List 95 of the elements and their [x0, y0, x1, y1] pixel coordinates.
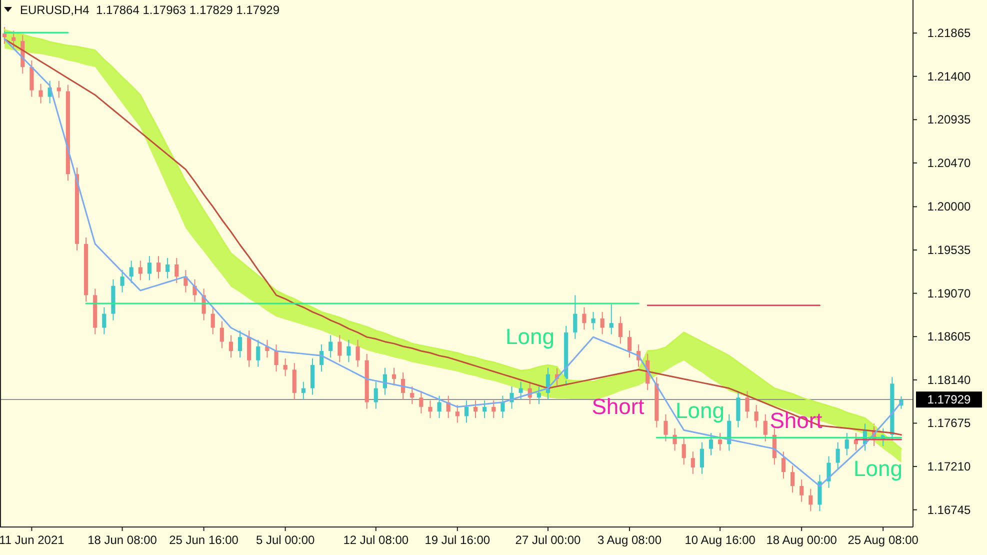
candlestick [12, 30, 16, 48]
candlestick [301, 381, 306, 400]
candlestick [591, 311, 596, 330]
candlestick [138, 260, 142, 281]
candlestick [708, 432, 714, 456]
candlestick [455, 404, 460, 424]
x-tick-label: 3 Aug 08:00 [597, 533, 662, 547]
candlestick [690, 451, 695, 474]
candlestick [156, 256, 161, 279]
candlestick [129, 260, 134, 284]
y-tick-label: 1.19535 [927, 243, 972, 257]
candlestick [328, 334, 333, 358]
y-tick-label: 1.17675 [927, 416, 972, 430]
x-tick-label: 18 Aug 00:00 [766, 533, 838, 547]
y-tick-label: 1.21865 [927, 26, 972, 40]
candlestick [338, 334, 342, 363]
candlestick [392, 367, 396, 386]
candlestick [428, 400, 432, 419]
candlestick [228, 334, 234, 358]
candlestick [120, 270, 124, 293]
candlestick [664, 414, 668, 442]
candlestick [256, 339, 260, 368]
candlestick [790, 465, 795, 494]
candlestick [800, 479, 804, 502]
candlestick [210, 306, 215, 335]
candlestick [147, 256, 152, 281]
candlestick [627, 330, 632, 358]
candlestick [374, 381, 378, 410]
y-tick-label: 1.18140 [927, 372, 972, 387]
candlestick [682, 437, 686, 466]
y-tick-label: 1.16745 [927, 502, 972, 517]
candlestick [473, 400, 478, 419]
candlestick [464, 400, 468, 424]
candlestick [536, 386, 541, 405]
y-tick-label: 1.19070 [927, 286, 972, 300]
candlestick [600, 311, 604, 335]
candlestick [718, 432, 722, 452]
candlestick [700, 442, 704, 474]
x-tick-label: 5 Jul 00:00 [256, 533, 315, 547]
candlestick [38, 83, 43, 104]
candlestick [247, 330, 252, 368]
y-tick-label: 1.18605 [927, 330, 972, 344]
annotation: Long [854, 456, 902, 481]
x-tick-label: 19 Jul 16:00 [424, 533, 490, 547]
y-tick-label: 1.21400 [927, 69, 972, 84]
candlestick [844, 432, 849, 456]
candlestick [410, 386, 414, 405]
x-tick-label: 25 Aug 08:00 [848, 533, 919, 547]
candlestick [573, 294, 578, 340]
x-tick-label: 18 Jun 08:00 [88, 533, 158, 547]
candlestick [30, 60, 34, 98]
x-tick-label: 10 Aug 16:00 [684, 533, 756, 547]
candlestick [754, 404, 758, 428]
y-tick-label: 1.20000 [927, 200, 972, 214]
candlestick [166, 257, 170, 279]
candlestick [808, 488, 813, 512]
ref-line-label: 1.17929 [927, 392, 972, 407]
chart-title: EURUSD,H4 1.17864 1.17963 1.17829 1.17929 [20, 3, 280, 17]
candlestick [356, 339, 360, 368]
candlestick [482, 400, 487, 419]
annotation: Short [592, 394, 644, 419]
y-tick-label: 1.20470 [927, 156, 972, 170]
candlestick [102, 306, 106, 335]
candlestick [419, 390, 424, 414]
x-tick-label: 12 Jul 08:00 [343, 533, 409, 547]
candlestick [518, 381, 523, 400]
candlestick [174, 257, 179, 284]
candlestick [274, 344, 278, 372]
candlestick [500, 395, 505, 419]
annotation: Long [506, 324, 554, 349]
candlestick [836, 442, 840, 470]
x-tick-label: 11 Jun 2021 [0, 533, 65, 547]
candlestick [346, 339, 351, 363]
x-tick-label: 27 Jul 00:00 [515, 533, 581, 547]
annotation: Long [676, 398, 724, 423]
y-tick-label: 1.17210 [927, 459, 972, 474]
candlestick [292, 362, 296, 400]
candlestick [283, 358, 288, 377]
candlestick [826, 456, 831, 488]
candlestick [238, 330, 242, 358]
candlestick [492, 400, 496, 419]
candlestick [609, 304, 614, 335]
candlestick [2, 26, 7, 44]
candlestick [582, 306, 586, 330]
candlestick [220, 320, 224, 349]
candlestick [781, 451, 786, 480]
y-tick-label: 1.20935 [927, 112, 972, 127]
candlestick [618, 316, 622, 344]
candlestick [745, 390, 750, 419]
candlestick [56, 80, 61, 98]
candlestick [736, 390, 740, 428]
candlestick [437, 395, 442, 419]
x-tick-label: 25 Jun 16:00 [169, 533, 239, 547]
candlestick [763, 414, 768, 442]
candlestick [310, 358, 315, 396]
